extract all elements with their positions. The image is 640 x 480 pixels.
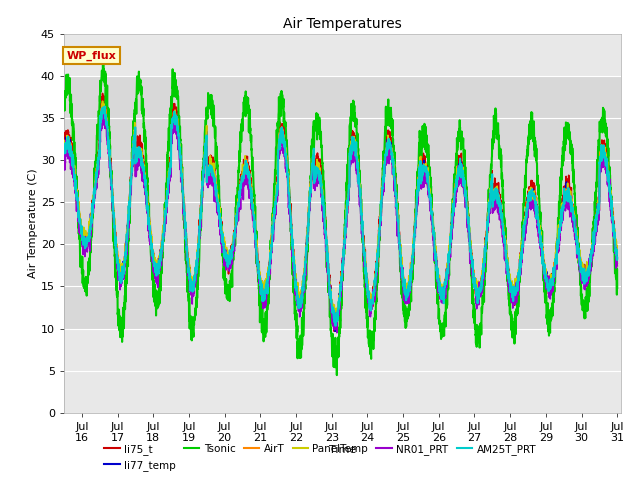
AM25T_PRT (101, 104, 109, 109)
NR01_PRT (273, 198, 280, 204)
NR01_PRT (296, 300, 304, 306)
PanelTemp (273, 182, 280, 188)
Tsonic (296, 341, 304, 347)
NR01_PRT (603, 165, 611, 171)
li77_temp (613, 256, 621, 262)
AM25T_PRT (296, 296, 304, 301)
li75_t (296, 300, 304, 306)
Tsonic (543, 321, 551, 327)
NR01_PRT (156, 258, 164, 264)
Tsonic (603, 135, 611, 141)
AirT (296, 294, 304, 300)
Y-axis label: Air Temperature (C): Air Temperature (C) (28, 168, 38, 278)
PanelTemp (296, 299, 304, 305)
PanelTemp (124, 232, 131, 238)
AirT (543, 281, 551, 287)
li77_temp (156, 260, 164, 265)
AM25T_PRT (332, 323, 339, 329)
li75_t (124, 227, 131, 232)
AM25T_PRT (273, 192, 280, 198)
NR01_PRT (613, 263, 621, 269)
AM25T_PRT (543, 284, 551, 290)
Line: NR01_PRT: NR01_PRT (64, 111, 617, 333)
AirT (332, 322, 340, 327)
Tsonic (124, 248, 131, 253)
PanelTemp (613, 250, 621, 256)
Bar (64, 76, 621, 328)
AirT (99, 100, 107, 106)
li75_t (613, 260, 621, 266)
AirT (613, 263, 621, 268)
PanelTemp (60, 148, 68, 154)
li75_t (273, 187, 280, 193)
AM25T_PRT (156, 252, 164, 257)
Text: WP_flux: WP_flux (67, 50, 116, 60)
Tsonic (613, 285, 621, 291)
AM25T_PRT (124, 232, 131, 238)
Tsonic (99, 60, 107, 65)
li77_temp (273, 187, 280, 193)
AM25T_PRT (603, 160, 611, 166)
PanelTemp (99, 98, 106, 104)
Legend: li75_t, li77_temp, Tsonic, AirT, PanelTemp, NR01_PRT, AM25T_PRT: li75_t, li77_temp, Tsonic, AirT, PanelTe… (100, 439, 540, 475)
AirT (124, 227, 131, 232)
NR01_PRT (124, 234, 131, 240)
li75_t (543, 278, 551, 284)
li75_t (603, 152, 611, 158)
AirT (156, 258, 164, 264)
Line: li75_t: li75_t (64, 94, 617, 331)
NR01_PRT (543, 273, 551, 278)
Title: Air Temperatures: Air Temperatures (283, 17, 402, 31)
Line: Tsonic: Tsonic (64, 62, 617, 375)
li75_t (156, 259, 164, 264)
li77_temp (332, 328, 339, 334)
PanelTemp (156, 254, 164, 260)
PanelTemp (603, 167, 611, 172)
AirT (603, 157, 611, 163)
Line: PanelTemp: PanelTemp (64, 101, 617, 321)
li77_temp (296, 293, 304, 299)
NR01_PRT (100, 108, 108, 114)
PanelTemp (543, 283, 551, 289)
Line: AirT: AirT (64, 103, 617, 324)
PanelTemp (333, 318, 341, 324)
Tsonic (60, 88, 68, 94)
li75_t (331, 328, 339, 334)
li77_temp (543, 282, 551, 288)
X-axis label: Time: Time (329, 445, 356, 455)
li75_t (60, 135, 68, 141)
Line: AM25T_PRT: AM25T_PRT (64, 107, 617, 326)
li77_temp (603, 165, 611, 170)
NR01_PRT (60, 159, 68, 165)
AirT (60, 150, 68, 156)
AM25T_PRT (60, 144, 68, 150)
NR01_PRT (333, 330, 340, 336)
li77_temp (124, 229, 131, 235)
AM25T_PRT (613, 255, 621, 261)
AirT (273, 189, 280, 195)
Tsonic (333, 372, 340, 378)
Tsonic (156, 282, 164, 288)
Line: li77_temp: li77_temp (64, 105, 617, 331)
Tsonic (273, 149, 280, 155)
li75_t (99, 91, 106, 96)
li77_temp (60, 151, 68, 157)
li77_temp (101, 102, 109, 108)
